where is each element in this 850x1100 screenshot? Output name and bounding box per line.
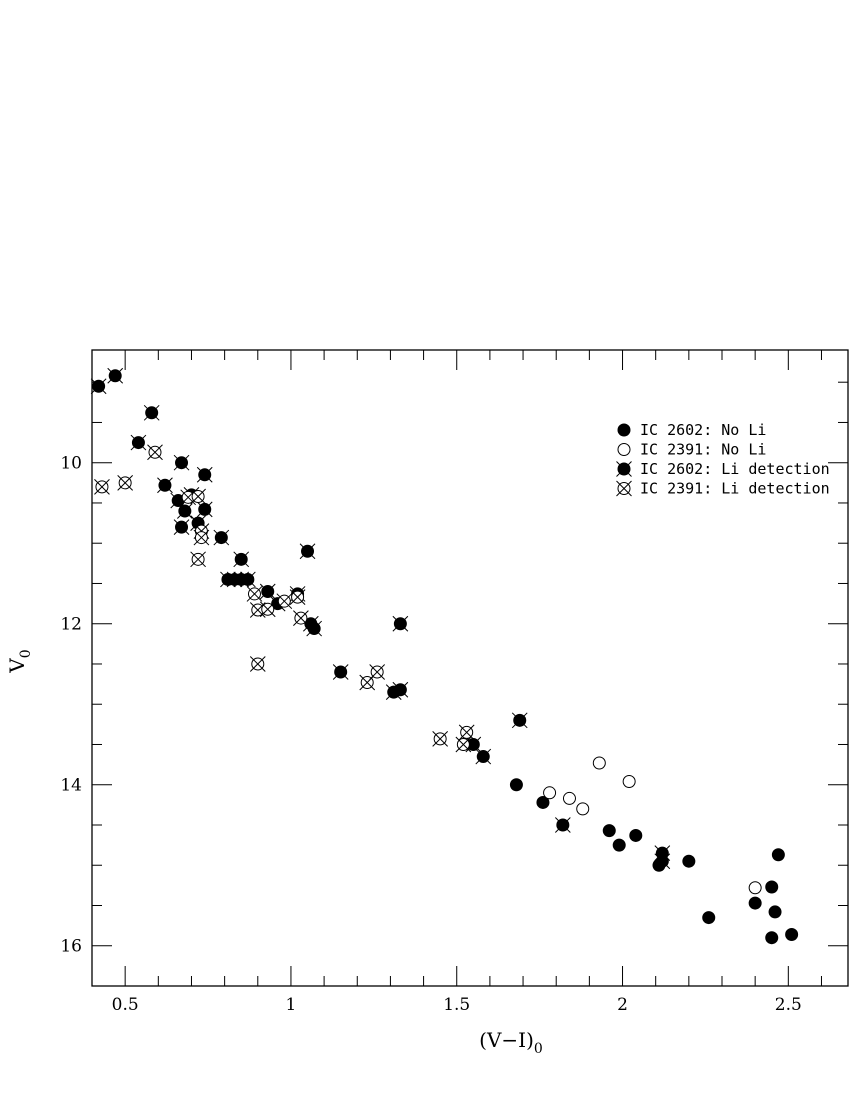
plot-border xyxy=(91,349,849,987)
data-point-series-3 xyxy=(173,519,190,535)
data-points xyxy=(90,367,799,945)
data-point-series-1 xyxy=(702,911,716,925)
data-point-series-3 xyxy=(475,748,492,765)
data-point-series-1 xyxy=(612,838,626,852)
legend-label-4: IC 2391: Li detection xyxy=(640,480,830,498)
legend-label-1: IC 2602: No Li xyxy=(640,421,766,439)
legend-label-3: IC 2602: Li detection xyxy=(640,460,830,478)
x-tick-label: 2.5 xyxy=(775,995,802,1015)
legend-marker-3 xyxy=(616,461,632,477)
data-point-series-3 xyxy=(299,543,316,560)
data-point-series-3 xyxy=(392,681,409,698)
data-point-series-2 xyxy=(576,802,590,816)
axis-ticks xyxy=(91,350,848,987)
legend-marker-2 xyxy=(617,443,631,456)
data-point-series-2 xyxy=(562,791,576,805)
data-point-series-1 xyxy=(785,927,799,941)
data-point-series-3 xyxy=(654,853,671,870)
data-point-series-3 xyxy=(143,404,160,421)
data-point-series-1 xyxy=(765,880,779,894)
data-point-series-4 xyxy=(293,610,309,626)
y-tick-label: 14 xyxy=(60,776,82,796)
data-point-series-4 xyxy=(193,529,210,546)
data-point-series-4 xyxy=(455,736,472,753)
legend-marker-4 xyxy=(616,480,632,497)
data-point-series-1 xyxy=(682,854,696,868)
data-point-series-4 xyxy=(276,593,293,610)
data-point-series-4 xyxy=(147,444,163,461)
y-axis-label: V0 xyxy=(5,649,34,673)
data-point-series-4 xyxy=(369,664,386,680)
x-tick-label: 1.5 xyxy=(443,995,470,1015)
data-point-series-4 xyxy=(246,586,263,602)
data-point-series-3 xyxy=(157,477,173,494)
data-point-series-3 xyxy=(130,434,147,451)
tick-labels: 0.5 1 1.5 2 2.5 10 12 14 16 xyxy=(60,454,801,1015)
data-point-series-1 xyxy=(765,931,779,945)
data-point-series-3 xyxy=(90,378,107,395)
y-axis-label-subscript: 0 xyxy=(18,649,34,658)
x-tick-label: 0.5 xyxy=(112,995,139,1015)
data-point-series-3 xyxy=(511,712,528,729)
data-point-series-4 xyxy=(259,601,276,618)
data-point-series-4 xyxy=(458,724,475,741)
data-point-series-4 xyxy=(190,488,206,505)
data-point-series-1 xyxy=(509,778,523,792)
data-point-series-3 xyxy=(259,583,276,600)
y-tick-label: 16 xyxy=(60,937,82,957)
data-point-series-1 xyxy=(768,905,782,919)
data-point-series-4 xyxy=(249,656,266,672)
data-point-series-4 xyxy=(289,589,306,606)
legend-marker-1 xyxy=(617,423,631,437)
x-tick-label: 1 xyxy=(286,995,297,1015)
plot-frame xyxy=(91,349,849,987)
data-point-series-3 xyxy=(173,454,190,471)
data-point-series-4 xyxy=(432,730,449,747)
data-point-series-1 xyxy=(748,896,762,910)
x-axis-label-subscript: 0 xyxy=(534,1041,543,1057)
x-tick-label: 2 xyxy=(617,995,628,1015)
data-point-series-3 xyxy=(233,551,250,568)
data-point-series-3 xyxy=(213,529,230,546)
y-tick-label: 12 xyxy=(60,615,82,635)
data-point-series-3 xyxy=(306,620,323,637)
legend-label-2: IC 2391: No Li xyxy=(640,441,766,459)
data-point-series-4 xyxy=(94,479,110,495)
data-point-series-3 xyxy=(392,615,409,632)
data-point-series-2 xyxy=(543,786,557,800)
data-point-series-1 xyxy=(602,824,616,838)
data-point-series-3 xyxy=(196,501,213,518)
data-point-series-3 xyxy=(196,466,213,483)
data-point-series-2 xyxy=(592,756,606,770)
data-point-series-4 xyxy=(117,474,134,491)
data-point-series-1 xyxy=(771,848,785,862)
data-point-series-3 xyxy=(107,367,124,384)
data-point-series-3 xyxy=(239,571,256,588)
data-point-series-4 xyxy=(359,674,376,691)
data-point-series-2 xyxy=(622,775,636,789)
data-point-series-3 xyxy=(332,664,349,680)
data-point-series-4 xyxy=(190,551,206,568)
x-axis-label: (V−I)0 xyxy=(479,1028,543,1057)
data-point-series-3 xyxy=(554,817,571,833)
data-point-series-1 xyxy=(629,828,643,842)
data-point-series-2 xyxy=(748,881,762,895)
data-point-series-1 xyxy=(536,795,550,809)
y-tick-label: 10 xyxy=(60,454,82,474)
data-point-series-3 xyxy=(176,503,193,519)
